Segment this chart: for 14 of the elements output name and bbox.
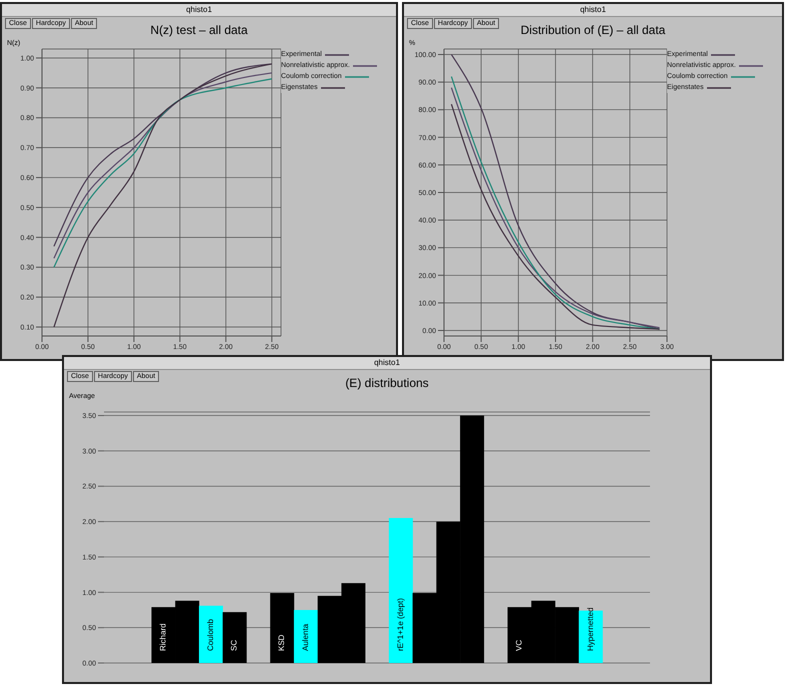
category-label: SC <box>230 640 239 651</box>
category-label: VC <box>514 640 524 651</box>
category-label: Richard <box>158 623 168 651</box>
chart-title: N(z) test – all data <box>150 23 248 37</box>
category-label: Coulomb <box>206 618 215 651</box>
category-label: Hypernetted <box>586 607 595 651</box>
category-label: rE^1+1e (dept) <box>396 598 405 651</box>
category-label: Aulenta <box>300 624 310 651</box>
text: qhisto1 <box>404 4 782 17</box>
text: qhisto1 <box>64 357 710 370</box>
chart-title: Distribution of (E) – all data <box>520 23 666 37</box>
text: qhisto1 <box>2 4 396 17</box>
category-label: KSD <box>277 634 286 651</box>
chart-title: (E) distributions <box>345 376 429 390</box>
